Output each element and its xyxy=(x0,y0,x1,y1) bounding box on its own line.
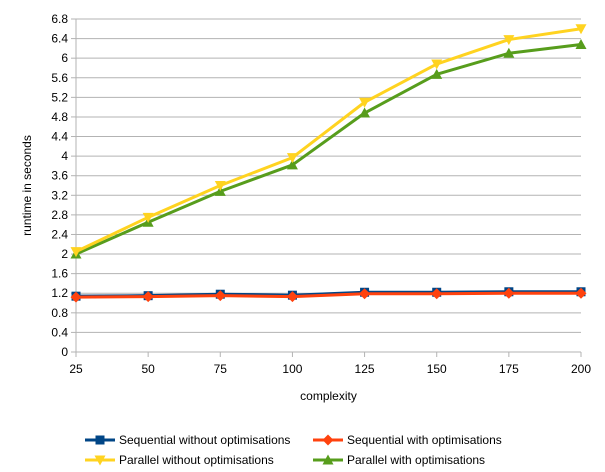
triangle-down-marker xyxy=(575,24,587,35)
legend-item: Sequential with optimisations xyxy=(313,433,502,447)
triangle-up-marker xyxy=(359,107,371,118)
y-tick-label: 0.8 xyxy=(51,306,68,320)
series-line xyxy=(75,42,582,256)
y-tick-label: 6 xyxy=(61,51,68,65)
series-parallel-with-optimisations xyxy=(70,38,587,259)
series-parallel-without-optimisations xyxy=(70,24,587,258)
legend-item: Parallel with optimisations xyxy=(313,453,485,467)
triangle-down-marker xyxy=(431,59,443,70)
axes xyxy=(75,19,582,357)
x-tick-label: 150 xyxy=(427,362,447,376)
x-tick-label: 125 xyxy=(355,362,375,376)
y-tick-label: 0 xyxy=(61,345,68,359)
y-tick-labels: 0 0.4 0.8 1.2 1.6 2 2.4 2.8 3.2 3.6 4 4.4 4.8 5.2 5.6 6… xyxy=(51,12,68,359)
y-tick-label: 2.8 xyxy=(51,208,68,222)
diamond-marker xyxy=(322,434,334,446)
triangle-up-marker xyxy=(431,68,443,79)
y-tick-label: 4.4 xyxy=(51,130,68,144)
triangle-down-marker xyxy=(70,247,82,258)
legend-item: Sequential without optimisations xyxy=(85,433,290,447)
legend-item: Parallel without optimisations xyxy=(85,453,274,467)
triangle-down-marker xyxy=(142,212,154,223)
triangle-down-marker xyxy=(94,455,106,466)
triangle-down-marker xyxy=(503,35,515,46)
legend: Sequential without optimisations Sequenti… xyxy=(85,433,502,467)
y-tick-label: 1.2 xyxy=(51,286,68,300)
legend-label: Sequential with optimisations xyxy=(347,433,502,447)
legend-label: Parallel with optimisations xyxy=(347,453,485,467)
x-tick-label: 75 xyxy=(214,362,228,376)
legend-label: Parallel without optimisations xyxy=(119,453,274,467)
diamond-marker xyxy=(142,291,154,303)
triangle-down-marker xyxy=(286,153,298,164)
y-tick-label: 6.4 xyxy=(51,32,68,46)
series-lines xyxy=(70,24,587,303)
x-tick-label: 175 xyxy=(499,362,519,376)
y-tick-label: 6.8 xyxy=(51,12,68,26)
square-marker xyxy=(95,435,105,445)
x-axis-title: complexity xyxy=(300,389,357,403)
diamond-marker xyxy=(575,287,587,299)
y-tick-label: 2 xyxy=(61,247,68,261)
y-tick-label: 4 xyxy=(61,149,68,163)
triangle-down-marker xyxy=(214,181,226,191)
x-tick-label: 50 xyxy=(141,362,155,376)
triangle-up-marker xyxy=(503,47,515,58)
y-tick-label: 5.2 xyxy=(51,90,68,104)
y-tick-label: 2.4 xyxy=(51,227,68,241)
grid-lines xyxy=(71,18,581,353)
diamond-marker xyxy=(214,290,226,302)
y-axis-title: runtime in seconds xyxy=(20,135,34,236)
x-tick-label: 25 xyxy=(69,362,83,376)
series-sequential-with-optimisations xyxy=(70,287,587,303)
diamond-marker xyxy=(359,288,371,300)
triangle-up-marker xyxy=(575,38,587,49)
y-tick-label: 3.2 xyxy=(51,188,68,202)
diamond-marker xyxy=(431,288,443,300)
series-line xyxy=(75,291,581,299)
diamond-marker xyxy=(503,287,515,299)
y-tick-label: 0.4 xyxy=(51,325,68,339)
x-tick-label: 200 xyxy=(571,362,591,376)
triangle-down-marker xyxy=(359,97,371,108)
y-tick-label: 4.8 xyxy=(51,110,68,124)
series-line xyxy=(75,27,582,253)
y-tick-label: 1.6 xyxy=(51,267,68,281)
x-tick-label: 100 xyxy=(282,362,302,376)
y-tick-label: 5.6 xyxy=(51,71,68,85)
y-tick-label: 3.6 xyxy=(51,169,68,183)
triangle-up-marker xyxy=(286,159,298,170)
legend-label: Sequential without optimisations xyxy=(119,433,290,447)
diamond-marker xyxy=(70,291,82,303)
diamond-marker xyxy=(286,291,298,303)
triangle-up-marker xyxy=(322,454,334,465)
x-tick-labels: 25 50 75 100 125 150 175 200 xyxy=(69,362,591,376)
